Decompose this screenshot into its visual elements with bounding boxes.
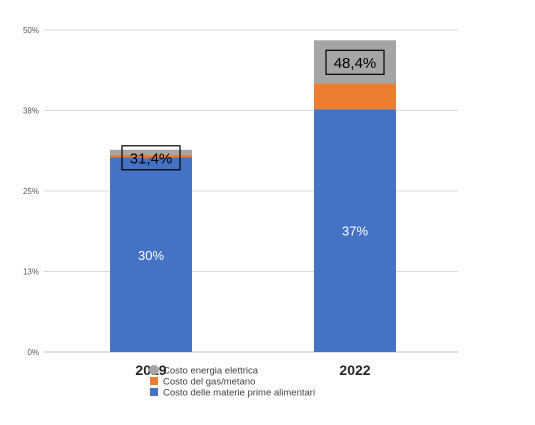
segment-data-label: 30% [138, 248, 164, 263]
bar-segment [110, 149, 192, 155]
y-tick-label: 50% [23, 26, 39, 35]
total-label-box [121, 145, 181, 171]
total-data-label: 48,4% [334, 55, 377, 72]
y-tick-label: 0% [27, 348, 39, 357]
bar-segment [314, 83, 396, 110]
legend-marker [150, 388, 158, 396]
segment-data-label: 37% [342, 224, 368, 239]
y-tick-label: 38% [23, 107, 39, 116]
bar-segment [110, 157, 192, 352]
legend-entry-label: Costo delle materie prime alimentari [163, 388, 315, 399]
bar-segment [110, 154, 192, 158]
legend-entry-label: Costo del gas/metano [163, 377, 255, 388]
y-tick-label: 13% [23, 268, 39, 277]
legend-marker [149, 365, 159, 375]
bar-segment [314, 40, 396, 84]
legend-marker [150, 377, 158, 385]
legend-entry-label: Costo energia elettrica [163, 366, 259, 377]
total-data-label: 31,4% [130, 150, 173, 167]
bar-segment [314, 109, 396, 352]
total-label-box [325, 49, 385, 75]
x-category-label: 2022 [339, 362, 370, 378]
y-tick-label: 25% [23, 187, 39, 196]
